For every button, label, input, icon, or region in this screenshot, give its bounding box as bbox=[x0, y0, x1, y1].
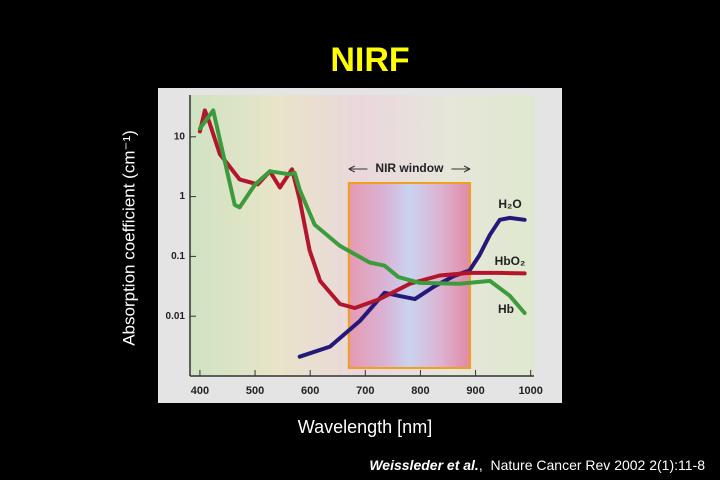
series-label: H₂O bbox=[498, 197, 521, 211]
x-tick-label: 400 bbox=[191, 385, 209, 397]
x-tick-label: 900 bbox=[466, 385, 484, 397]
citation: Weissleder et al., Nature Cancer Rev 200… bbox=[369, 457, 705, 473]
x-tick-label: 600 bbox=[301, 385, 319, 397]
citation-text: , Nature Cancer Rev 2002 2(1):11-8 bbox=[479, 457, 705, 473]
y-tick-label: 1 bbox=[179, 191, 185, 202]
title: NIRF bbox=[330, 41, 409, 79]
y-axis-label: Absorption coefficient (cm⁻¹) bbox=[119, 130, 138, 346]
y-tick-label: 0.01 bbox=[166, 311, 186, 322]
x-tick-label: 800 bbox=[411, 385, 429, 397]
x-tick-label: 700 bbox=[356, 385, 374, 397]
x-axis-label: Wavelength [nm] bbox=[298, 417, 432, 437]
series-line bbox=[297, 215, 527, 359]
series-label: Hb bbox=[498, 302, 514, 316]
plot: NIR window 400 500 600 700 800 900 1000 10 1 0.1 0.… bbox=[166, 95, 543, 397]
y-tick-label: 10 bbox=[174, 131, 186, 142]
x-tick-label: 1000 bbox=[518, 385, 542, 397]
series-label: HbO₂ bbox=[495, 254, 526, 268]
series-line bbox=[197, 108, 527, 315]
nir-window-label: NIR window bbox=[375, 161, 444, 175]
x-tick-label: 500 bbox=[246, 385, 264, 397]
y-tick-label: 0.1 bbox=[171, 251, 185, 262]
citation-author: Weissleder et al. bbox=[369, 457, 478, 473]
nir-arrow bbox=[348, 165, 368, 173]
nir-arrow bbox=[451, 165, 471, 173]
